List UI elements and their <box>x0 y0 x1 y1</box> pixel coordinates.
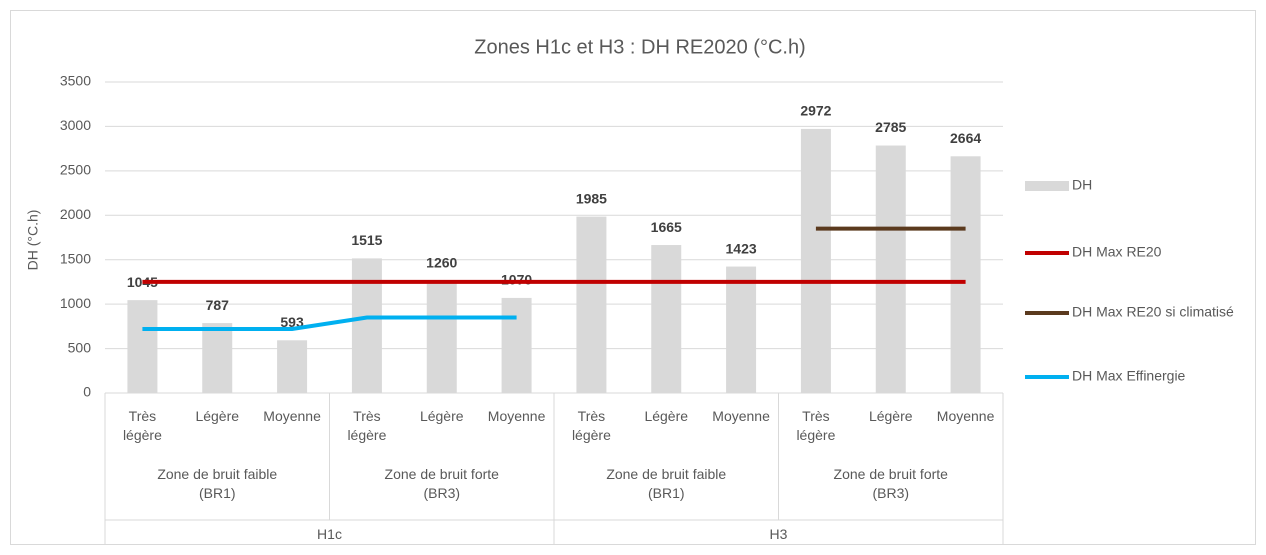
data-label: 1665 <box>651 219 682 235</box>
data-label: 1070 <box>501 272 532 288</box>
y-axis-label: DH (°C.h) <box>25 210 41 271</box>
x-group-label: H1c <box>317 526 342 542</box>
chart-title: Zones H1c et H3 : DH RE2020 (°C.h) <box>474 36 805 58</box>
x-tick-label: Moyenne <box>263 408 321 424</box>
x-group-label: Zone de bruit forte (BR3) <box>833 466 948 501</box>
chart-border <box>10 10 1256 545</box>
legend-label: DH Max RE20 <box>1072 244 1162 260</box>
y-tick-label: 3500 <box>60 73 91 89</box>
y-tick-label: 0 <box>83 384 91 400</box>
x-tick-label: Légère <box>644 408 689 424</box>
x-tick-label: Très légère <box>347 408 387 443</box>
x-tick-label: Légère <box>195 408 240 424</box>
bar <box>800 128 831 393</box>
data-label: 2664 <box>950 130 981 146</box>
bar <box>576 216 607 393</box>
bar <box>950 156 981 393</box>
data-label: 2785 <box>875 119 906 135</box>
data-label: 787 <box>206 297 230 313</box>
data-label: 1260 <box>426 255 457 271</box>
bar <box>501 297 532 393</box>
legend-label: DH Max Effinergie <box>1072 368 1186 384</box>
x-group-label: Zone de bruit forte (BR3) <box>384 466 499 501</box>
y-tick-label: 500 <box>68 339 92 355</box>
x-tick-label: Très légère <box>571 408 611 443</box>
y-tick-label: 3000 <box>60 117 91 133</box>
y-tick-label: 1500 <box>60 250 91 266</box>
bar <box>651 245 682 393</box>
x-group-label: Zone de bruit faible (BR1) <box>606 466 727 501</box>
legend-label: DH <box>1072 177 1092 193</box>
bar <box>127 300 158 393</box>
x-group-label: H3 <box>769 526 788 542</box>
legend-label: DH Max RE20 si climatisé <box>1072 304 1234 320</box>
y-tick-label: 1000 <box>60 295 91 311</box>
x-tick-label: Moyenne <box>712 408 770 424</box>
bar <box>426 281 457 393</box>
data-label: 593 <box>280 314 304 330</box>
data-label: 1423 <box>726 240 757 256</box>
data-label: 2972 <box>800 103 831 119</box>
x-tick-label: Moyenne <box>487 408 546 424</box>
y-tick-label: 2500 <box>60 162 91 178</box>
x-tick-label: Moyenne <box>936 408 995 424</box>
bar <box>277 340 308 393</box>
x-tick-label: Très légère <box>796 408 836 443</box>
bar <box>726 266 757 393</box>
bar <box>351 258 382 393</box>
legend-swatch <box>1025 181 1069 191</box>
x-tick-label: Légère <box>419 408 464 424</box>
bar <box>202 323 233 393</box>
x-tick-label: Légère <box>868 408 913 424</box>
y-tick-label: 2000 <box>60 206 91 222</box>
data-label: 1985 <box>576 190 607 206</box>
bar <box>875 145 906 393</box>
data-label: 1515 <box>351 232 382 248</box>
line <box>142 315 517 332</box>
x-tick-label: Très légère <box>122 408 162 443</box>
x-group-label: Zone de bruit faible (BR1) <box>157 466 278 501</box>
